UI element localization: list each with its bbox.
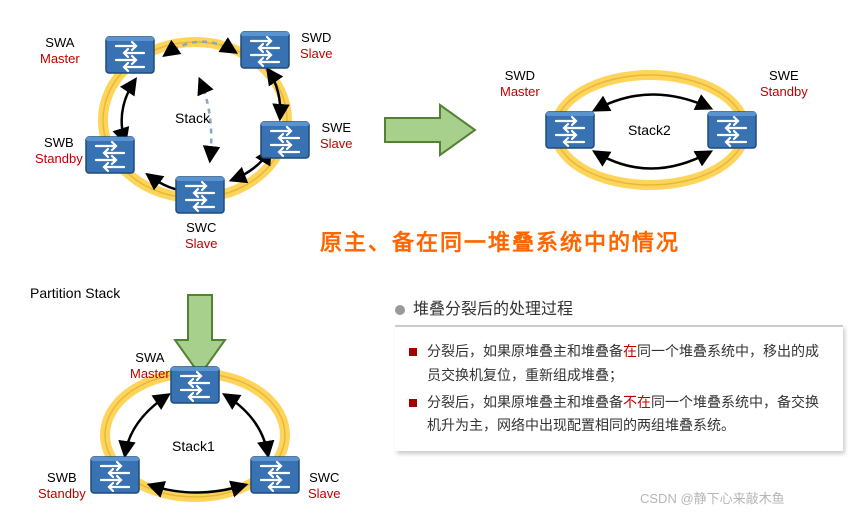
label-swa-3: SWAMaster — [130, 350, 170, 381]
arrow-right — [385, 105, 475, 155]
info-box: 分裂后，如果原堆叠主和堆叠备在同一个堆叠系统中，移出的成员交换机复位，重新组成堆… — [395, 325, 843, 451]
label-swb-1: SWBStandby — [35, 135, 83, 166]
switch-swa-3 — [171, 367, 219, 403]
label-swe-1: SWESlave — [320, 120, 353, 151]
switch-swd-1 — [241, 32, 289, 68]
switch-swc-1 — [176, 177, 224, 213]
switch-swa-1 — [106, 37, 154, 73]
watermark: CSDN @静下心来敲木鱼 — [640, 488, 785, 507]
switch-swb-1 — [86, 137, 134, 173]
stack-label-3: Stack1 — [172, 438, 215, 454]
switch-swe-2 — [708, 112, 756, 148]
switch-swd-2 — [546, 112, 594, 148]
stack-label-2: Stack2 — [628, 122, 671, 138]
square-bullet-icon — [409, 348, 417, 356]
label-swc-1: SWCSlave — [185, 220, 218, 251]
switch-swb-3 — [91, 457, 139, 493]
bullet-1: 分裂后，如果原堆叠主和堆叠备在同一个堆叠系统中，移出的成员交换机复位，重新组成堆… — [409, 340, 829, 388]
label-swd-1: SWDSlave — [300, 30, 333, 61]
label-swc-3: SWCSlave — [308, 470, 341, 501]
bullet-circle-icon — [395, 305, 405, 315]
arrow-down — [175, 295, 225, 375]
switch-swe-1 — [261, 122, 309, 158]
label-swa-1: SWAMaster — [40, 35, 80, 66]
partition-label: Partition Stack — [30, 285, 120, 301]
label-swd-2: SWDMaster — [500, 68, 540, 99]
bullet-2: 分裂后，如果原堆叠主和堆叠备不在同一个堆叠系统中，备交换机升为主，网络中出现配置… — [409, 391, 829, 439]
switch-swc-3 — [251, 457, 299, 493]
square-bullet-icon — [409, 399, 417, 407]
stack-label-1: Stack — [175, 110, 210, 126]
label-swe-2: SWEStandby — [760, 68, 808, 99]
section-title: 堆叠分裂后的处理过程 — [395, 295, 573, 319]
main-title: 原主、备在同一堆叠系统中的情况 — [320, 225, 680, 257]
label-swb-3: SWBStandby — [38, 470, 86, 501]
